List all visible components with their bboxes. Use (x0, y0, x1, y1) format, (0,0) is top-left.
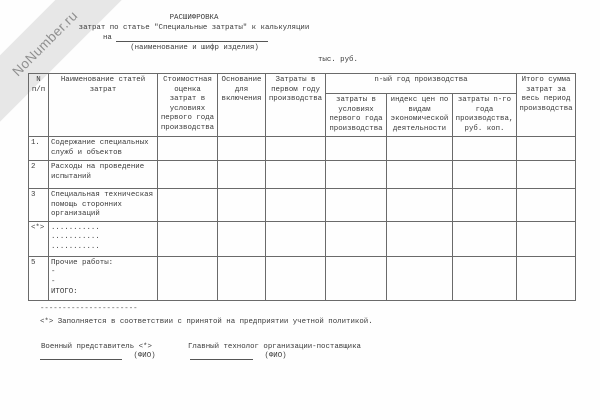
col-header-basis: Основание для включения (217, 73, 266, 137)
costs-breakdown-table: N п/п Наименование статей затрат Стоимос… (28, 73, 576, 301)
cell-empty (325, 136, 387, 161)
cell-empty (217, 255, 266, 301)
table-row: 5 Прочие работы: - - ИТОГО: (28, 255, 576, 301)
row-num: 5 (28, 255, 49, 301)
col-header-n-cond: затраты в условиях первого года производ… (325, 93, 387, 137)
cell-empty (265, 220, 326, 257)
cell-empty (452, 188, 517, 222)
cell-empty (217, 136, 266, 161)
col-header-num: N п/п (28, 73, 49, 137)
cell-empty (386, 220, 453, 257)
cell-empty (157, 220, 218, 257)
signature-blank-line (190, 351, 253, 360)
col-header-name: Наименование статей затрат (48, 73, 158, 137)
row-num: 3 (28, 188, 49, 222)
col-header-first-year: Затраты в первом году производства (265, 73, 326, 137)
cell-empty (265, 160, 326, 189)
row-name: ........... ........... ........... (48, 220, 158, 257)
col-group-n-year: n-ый год производства (325, 73, 517, 94)
footnote-text: <*> Заполняется в соответствии с принято… (40, 318, 373, 326)
watermark-text: NoNumber.ru (9, 7, 81, 80)
table-row: 2 Расходы на проведение испытаний (28, 160, 576, 189)
cell-empty (217, 160, 266, 189)
row-num: 1. (28, 136, 49, 161)
fio-label: (ФИО) (264, 352, 287, 360)
cell-empty (217, 220, 266, 257)
signature-line-left: (ФИО) (40, 351, 156, 360)
cell-empty (386, 160, 453, 189)
cell-empty (157, 136, 218, 161)
units-label: тыс. руб. (318, 56, 358, 64)
cell-empty (325, 160, 387, 189)
signature-line-right: (ФИО) (190, 351, 287, 360)
cell-empty (452, 136, 517, 161)
cell-empty (325, 220, 387, 257)
cell-empty (386, 136, 453, 161)
cell-empty (386, 255, 453, 301)
na-label: на (103, 34, 112, 42)
product-name-field-row: на (103, 33, 269, 42)
signature-title-chief-technologist: Главный технолог организации-поставщика (188, 343, 361, 351)
cell-empty (452, 160, 517, 189)
document-subtitle: затрат по статье "Специальные затраты" к… (78, 24, 310, 32)
col-header-n-cost: затраты n-го года производства, руб. коп… (452, 93, 517, 137)
cell-empty (265, 188, 326, 222)
cell-empty (265, 136, 326, 161)
cell-empty (265, 255, 326, 301)
table-row: 1. Содержание специальных служб и объект… (28, 136, 576, 161)
product-name-blank-line (116, 33, 269, 42)
cell-empty (516, 188, 576, 222)
product-name-field-caption: (наименование и шифр изделия) (130, 44, 259, 52)
fio-label: (ФИО) (133, 352, 156, 360)
cell-empty (325, 188, 387, 222)
cell-empty (516, 255, 576, 301)
signature-blank-line (40, 351, 122, 360)
table-row: 3 Специальная техническая помощь сторонн… (28, 188, 576, 222)
row-name: Расходы на проведение испытаний (48, 160, 158, 189)
col-header-n-index: индекс цен по видам экономической деятел… (386, 93, 453, 137)
col-header-estimate: Стоимостная оценка затрат в условиях пер… (157, 73, 218, 137)
cell-empty (452, 255, 517, 301)
table-header-row-sub: затраты в условиях первого года производ… (29, 93, 576, 137)
cell-empty (516, 160, 576, 189)
cell-empty (157, 160, 218, 189)
row-num: 2 (28, 160, 49, 189)
row-name: Прочие работы: - - ИТОГО: (48, 255, 158, 301)
table-row: <*> ........... ........... ........... (28, 220, 576, 257)
cell-empty (516, 220, 576, 257)
cell-empty (325, 255, 387, 301)
document-title: РАСШИФРОВКА (169, 14, 219, 22)
cell-empty (452, 220, 517, 257)
footnote-separator: ---------------------- (40, 305, 138, 313)
row-name: Содержание специальных служб и объектов (48, 136, 158, 161)
cell-empty (157, 255, 218, 301)
cell-empty (157, 188, 218, 222)
cell-empty (386, 188, 453, 222)
col-header-total: Итого сумма затрат за весь период произв… (516, 73, 576, 137)
cell-empty (217, 188, 266, 222)
row-num: <*> (28, 220, 49, 257)
cell-empty (516, 136, 576, 161)
signature-title-military-rep: Военный представитель <*> (41, 343, 152, 351)
row-name: Специальная техническая помощь сторонних… (48, 188, 158, 222)
table-header-row-group: N п/п Наименование статей затрат Стоимос… (28, 73, 576, 137)
